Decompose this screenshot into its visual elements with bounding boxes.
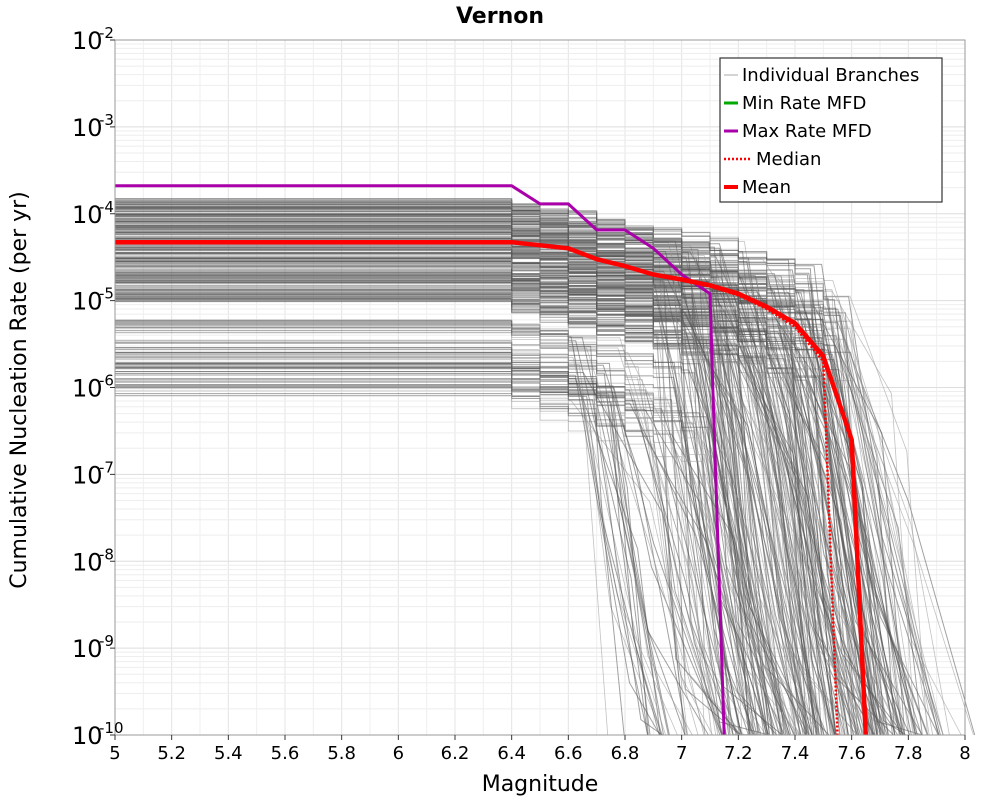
branch-line [115, 395, 794, 736]
x-tick-label: 7.6 [837, 743, 866, 764]
y-tick-exponent: -3 [99, 111, 114, 129]
branch-line [115, 352, 757, 736]
branch-line [115, 385, 767, 736]
x-tick-label: 6.4 [497, 743, 526, 764]
series-line-max-rate-mfd [115, 184, 726, 736]
x-tick-label: 6 [393, 743, 404, 764]
branch-line [115, 349, 686, 736]
branch-line [115, 363, 783, 736]
y-tick-label: 10 [72, 548, 103, 576]
branch-line [115, 322, 731, 736]
y-tick-exponent: -10 [99, 719, 124, 737]
branch-line [115, 209, 928, 736]
y-tick-label: 10 [72, 635, 103, 663]
y-tick-label: 10 [72, 114, 103, 142]
branch-line [115, 271, 855, 736]
branch-line [115, 276, 879, 736]
chart-title: Vernon [456, 4, 544, 29]
x-tick-label: 5.4 [214, 743, 243, 764]
y-tick-exponent: -4 [99, 198, 114, 216]
x-tick-label: 6.8 [611, 743, 640, 764]
x-tick-label: 5.6 [271, 743, 300, 764]
legend-label: Individual Branches [742, 65, 919, 86]
x-tick-label: 5.8 [327, 743, 356, 764]
y-tick-label: 10 [72, 27, 103, 55]
y-tick-exponent: -7 [99, 458, 114, 476]
branch-line [115, 332, 699, 736]
y-tick-exponent: -9 [99, 632, 114, 650]
branch-line [115, 200, 767, 736]
branch-line [115, 340, 723, 736]
x-tick-label: 8 [959, 743, 970, 764]
y-tick-label: 10 [72, 461, 103, 489]
x-tick-label: 5.2 [157, 743, 186, 764]
branch-line [115, 362, 796, 736]
legend-label: Min Rate MFD [742, 93, 866, 114]
branch-line [115, 274, 823, 736]
x-tick-label: 6.2 [441, 743, 470, 764]
x-tick-label: 7 [676, 743, 687, 764]
y-tick-label: 10 [72, 288, 103, 316]
legend-box [719, 57, 943, 203]
branch-line [115, 295, 743, 736]
branch-line [115, 367, 661, 736]
x-tick-label: 5 [109, 743, 120, 764]
legend-label: Max Rate MFD [742, 121, 872, 142]
y-axis-ticks: 10-210-310-410-510-610-710-810-910-10 [72, 24, 124, 750]
branch-line [115, 253, 806, 736]
branch-line [115, 298, 929, 736]
legend-label: Mean [742, 177, 791, 198]
branch-line [115, 390, 756, 736]
branch-line [115, 384, 770, 736]
branch-line [115, 198, 785, 736]
x-axis-ticks: 5 5.2 5.4 5.6 5.8 6 6.2 6.4 6.6 6.8 7 7.2 7.4 7.6 7.8 8 [109, 735, 971, 764]
y-tick-label: 10 [72, 375, 103, 403]
y-tick-exponent: -8 [99, 545, 114, 563]
x-tick-label: 7.8 [894, 743, 923, 764]
y-tick-label: 10 [72, 201, 103, 229]
branch-line [115, 371, 810, 736]
branch-line [115, 326, 713, 736]
branch-line [115, 368, 741, 736]
branch-line [115, 379, 663, 736]
series-line-mean [115, 239, 869, 736]
branch-line [115, 324, 768, 736]
branch-line [115, 200, 760, 736]
y-tick-exponent: -6 [99, 372, 114, 390]
x-tick-label: 7.2 [724, 743, 753, 764]
y-tick-label: 10 [72, 722, 103, 750]
branch-line [115, 274, 734, 736]
branch-line [115, 339, 666, 736]
series-lines [115, 184, 869, 736]
x-tick-label: 7.4 [781, 743, 810, 764]
x-tick-label: 6.6 [554, 743, 583, 764]
branch-line [115, 395, 749, 736]
branch-line [115, 322, 778, 736]
y-axis-label: Cumulative Nucleation Rate (per yr) [7, 191, 32, 589]
legend-label: Median [756, 149, 821, 170]
legend: Individual Branches Min Rate MFD Max Rate … [719, 57, 943, 203]
y-tick-exponent: -5 [99, 285, 114, 303]
x-axis-label: Magnitude [482, 772, 599, 797]
y-tick-exponent: -2 [99, 24, 114, 42]
branch-line [115, 208, 918, 736]
branch-line [115, 220, 928, 736]
